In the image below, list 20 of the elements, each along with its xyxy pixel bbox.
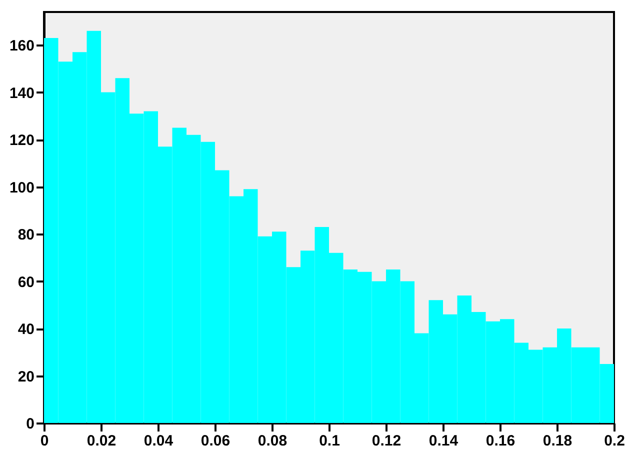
x-tick-label: 0.14 bbox=[428, 432, 459, 450]
x-tick-label: 0.06 bbox=[200, 432, 230, 450]
y-tick-label: 120 bbox=[9, 132, 34, 150]
y-tick-label: 40 bbox=[18, 321, 34, 338]
y-tick-label: 60 bbox=[18, 274, 34, 291]
x-tick-label: 0.04 bbox=[144, 432, 174, 450]
x-tick-label: 0.12 bbox=[372, 432, 402, 450]
y-tick-label: 80 bbox=[18, 226, 34, 244]
y-tick-label: 100 bbox=[9, 179, 34, 196]
x-tick-label: 0.02 bbox=[86, 432, 116, 450]
y-tick-label: 0 bbox=[26, 416, 34, 432]
x-tick-label: 0.16 bbox=[486, 432, 516, 450]
x-tick-label: 0.18 bbox=[542, 432, 572, 450]
x-tick-label: 0.1 bbox=[319, 432, 340, 450]
x-tick-label: 0 bbox=[40, 432, 49, 450]
y-tick-label: 160 bbox=[9, 38, 34, 55]
y-tick-label: 20 bbox=[18, 368, 34, 386]
x-tick-label: 0.2 bbox=[604, 432, 625, 450]
y-tick-label: 140 bbox=[9, 84, 34, 102]
x-tick-label: 0.08 bbox=[258, 432, 288, 450]
